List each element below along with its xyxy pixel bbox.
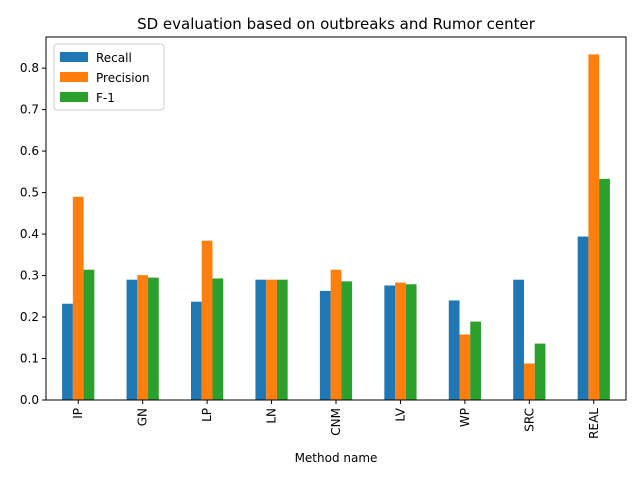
bar-f-1-cnm <box>341 281 353 400</box>
bar-precision-lv <box>395 282 406 400</box>
bar-f-1-lv <box>405 284 417 400</box>
bar-f-1-gn <box>148 277 159 400</box>
x-tick-label: GN <box>136 408 150 426</box>
bar-recall-lv <box>384 285 396 400</box>
x-tick-label: CNM <box>329 408 343 436</box>
bar-f-1-ln <box>276 279 288 400</box>
legend-label: Precision <box>96 71 150 85</box>
bar-recall-wp <box>448 300 460 400</box>
bar-recall-lp <box>191 301 202 400</box>
legend: Recall Precision F-1 <box>53 43 165 111</box>
x-tick-label: REAL <box>587 408 601 439</box>
bar-precision-lp <box>201 240 213 400</box>
bar-f-1-wp <box>470 321 481 400</box>
bar-recall-src <box>513 279 524 400</box>
bar-recall-gn <box>126 279 138 400</box>
x-tick-label: LV <box>393 407 407 421</box>
bar-precision-cnm <box>330 269 342 400</box>
legend-swatch-f-1 <box>60 92 88 102</box>
y-tick-label: 0.1 <box>20 352 39 366</box>
bar-precision-ln <box>266 279 277 400</box>
bar-recall-real <box>577 236 589 400</box>
y-tick-label: 0.8 <box>20 61 39 75</box>
legend-swatch-precision <box>60 72 88 82</box>
x-axis-label: Method name <box>295 451 378 465</box>
bar-precision-src <box>523 363 535 400</box>
x-tick-label: LP <box>200 408 214 422</box>
bar-precision-wp <box>459 334 471 400</box>
x-axis: IP GN LP LN CNM LV WP SRC REAL <box>71 400 601 439</box>
bar-recall-cnm <box>319 290 331 400</box>
x-tick-label: LN <box>265 408 279 424</box>
y-tick-label: 0.2 <box>20 310 39 324</box>
x-tick-label: WP <box>458 408 472 427</box>
x-tick-label: SRC <box>522 408 536 432</box>
y-tick-label: 0.0 <box>20 393 39 407</box>
bar-f-1-src <box>534 343 546 400</box>
y-tick-label: 0.5 <box>20 186 39 200</box>
x-tick-label: IP <box>71 408 85 419</box>
bars-group <box>62 54 610 401</box>
bar-f-1-ip <box>83 269 95 400</box>
y-tick-label: 0.4 <box>20 227 39 241</box>
bar-recall-ln <box>255 279 267 400</box>
legend-label: Recall <box>96 51 132 65</box>
y-tick-label: 0.3 <box>20 269 39 283</box>
bar-f-1-lp <box>212 278 224 400</box>
chart-title: SD evaluation based on outbreaks and Rum… <box>137 15 536 33</box>
bar-precision-real <box>588 54 600 401</box>
legend-swatch-recall <box>60 52 88 62</box>
bar-precision-gn <box>137 275 149 400</box>
bar-recall-ip <box>62 303 73 400</box>
legend-label: F-1 <box>96 91 115 105</box>
bar-f-1-real <box>599 178 610 400</box>
y-tick-label: 0.7 <box>20 103 39 117</box>
y-tick-label: 0.6 <box>20 144 39 158</box>
bar-precision-ip <box>72 196 84 400</box>
y-axis: 0.0 0.1 0.2 0.3 0.4 0.5 0.6 0.7 0.8 <box>20 61 46 407</box>
